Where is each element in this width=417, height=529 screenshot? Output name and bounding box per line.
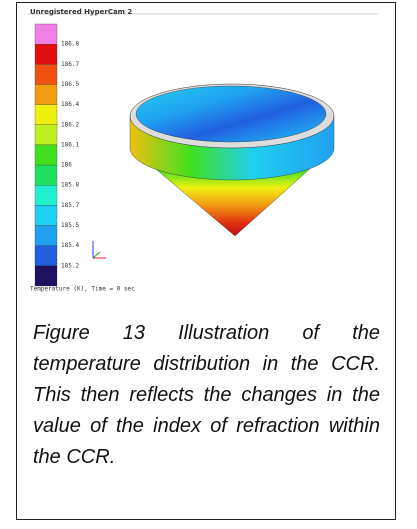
color-band [35, 84, 57, 104]
footer: Temperature (K), Time = 0 sec [30, 286, 135, 293]
legend-label: 186.2 [61, 121, 79, 128]
legend-label: 185.8 [61, 182, 79, 189]
legend-label: 186.4 [61, 101, 79, 108]
color-band [35, 125, 57, 145]
color-band [35, 185, 57, 205]
legend-label: 186.5 [61, 81, 79, 88]
legend-label: 186.1 [61, 141, 79, 148]
watermark: Unregistered HyperCam 2 [30, 8, 132, 16]
legend-label: 186.8 [61, 41, 79, 48]
color-band [35, 226, 57, 246]
color-band [35, 205, 57, 225]
color-band [35, 24, 57, 44]
legend-label: 185.5 [61, 222, 79, 229]
color-band [35, 165, 57, 185]
color-band [35, 105, 57, 125]
color-band [35, 44, 57, 64]
color-band [35, 246, 57, 266]
top-face [136, 86, 326, 142]
color-band [35, 266, 57, 286]
color-band [35, 145, 57, 165]
figure-image: Unregistered HyperCam 2 186.8 186.7 186.5 1… [28, 8, 378, 298]
legend-label: 186.7 [61, 61, 79, 68]
legend-label: 185.4 [61, 242, 79, 249]
legend-label: 185.7 [61, 202, 79, 209]
legend-label: 186 [61, 162, 72, 169]
legend-label: 185.2 [61, 262, 79, 269]
caption: Figure 13 Illustration of the temperatur… [33, 318, 380, 473]
color-band [35, 64, 57, 84]
